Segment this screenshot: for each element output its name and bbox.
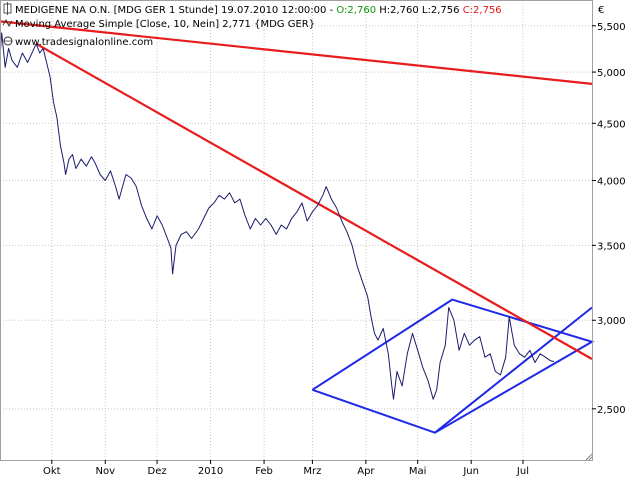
indicator-icon xyxy=(2,18,13,28)
trendline-1 xyxy=(0,20,593,85)
x-tick-label: 2010 xyxy=(198,466,223,477)
price-line-1 xyxy=(0,32,555,400)
trendlines xyxy=(0,20,593,360)
x-axis: Okt Nov Dez 2010 Feb Mrz Apr Mai Jun Jul xyxy=(43,460,529,477)
y-tick-label: 3,500 xyxy=(597,241,626,252)
y-tick-label: 4,500 xyxy=(597,119,626,130)
y-tick-label: 3,000 xyxy=(597,316,626,327)
x-tick-label: Feb xyxy=(255,466,273,477)
x-tick-label: Dez xyxy=(148,466,167,477)
x-tick-label: Apr xyxy=(357,466,375,477)
header-instrument: MEDIGENE NA O.N. [MDG GER 1 Stunde] 19.0… xyxy=(15,5,336,16)
header-line2: Moving Average Simple [Close, 10, Nein] … xyxy=(15,19,315,30)
y-tick-label: 2,500 xyxy=(597,405,626,416)
x-tick-label: Jun xyxy=(462,466,479,477)
header-hl: H:2,760 L:2,756 xyxy=(376,5,463,16)
y-tick-label: 5,500 xyxy=(597,22,626,33)
header-line3: www.tradesignalonline.com xyxy=(15,37,153,48)
grip-line-2 xyxy=(588,456,593,461)
grip-line-1 xyxy=(585,453,593,461)
trendline-2 xyxy=(35,42,593,360)
chart-header: MEDIGENE NA O.N. [MDG GER 1 Stunde] 19.0… xyxy=(2,2,502,48)
x-tick-label: Mai xyxy=(409,466,427,477)
header-line1: MEDIGENE NA O.N. [MDG GER 1 Stunde] 19.0… xyxy=(15,5,502,16)
x-tick-label: Jul xyxy=(516,466,529,477)
x-tick-label: Mrz xyxy=(303,466,321,477)
y-axis: 2,500 3,000 3,500 4,000 4,500 5,000 5,500 xyxy=(592,22,626,416)
resize-grip[interactable] xyxy=(585,453,593,461)
y-tick-label: 5,000 xyxy=(597,68,626,79)
y-tick-label: 4,000 xyxy=(597,176,626,187)
currency-label: € xyxy=(598,5,604,16)
header-close: C:2,756 xyxy=(463,5,502,16)
x-tick-label: Okt xyxy=(43,466,61,477)
price-series xyxy=(0,32,555,400)
x-tick-label: Nov xyxy=(96,466,116,477)
plot-frame xyxy=(0,0,593,461)
header-open: O:2,760 xyxy=(336,5,376,16)
pattern-line-2 xyxy=(434,306,593,434)
